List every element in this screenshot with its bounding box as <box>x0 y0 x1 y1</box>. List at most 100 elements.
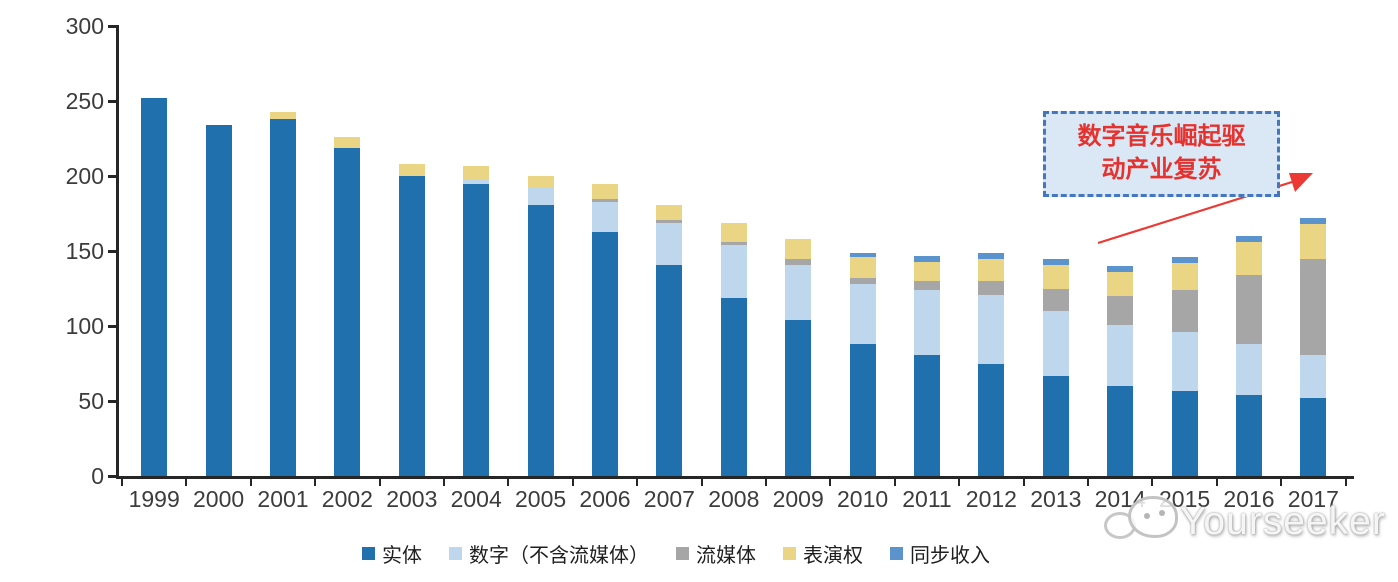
x-axis-tick-label: 2017 <box>1287 486 1339 512</box>
x-axis-tick <box>1344 479 1347 486</box>
bar-segment-数字（不含流媒体） <box>849 284 876 344</box>
y-axis-tick <box>108 475 118 478</box>
bar-segment-数字（不含流媒体） <box>785 264 812 320</box>
bar-segment-实体 <box>1171 390 1198 476</box>
bar-segment-流媒体 <box>1300 258 1327 355</box>
bubble-eye-icon <box>1159 510 1165 516</box>
x-axis-tick <box>700 479 703 486</box>
bar-segment-表演权 <box>1042 264 1069 289</box>
bar-segment-流媒体 <box>849 278 876 284</box>
bar-segment-数字（不含流媒体） <box>914 290 940 355</box>
bar-segment-实体 <box>527 204 554 476</box>
bar-2014 <box>1107 266 1134 476</box>
bar-2013 <box>1042 258 1069 476</box>
legend-swatch-icon <box>783 547 796 560</box>
x-axis-tick <box>443 479 445 486</box>
y-axis-tick <box>108 400 118 403</box>
bar-segment-表演权 <box>914 261 940 281</box>
bar-segment-同步收入 <box>1107 266 1134 272</box>
x-axis-tick <box>958 479 961 486</box>
annotation-text-line2: 动产业复苏 <box>1101 157 1222 183</box>
x-axis-tick-label: 2010 <box>837 486 889 512</box>
bar-segment-流媒体 <box>592 198 618 202</box>
watermark: Yourseeker <box>1098 490 1398 562</box>
y-axis-tick-label: 200 <box>65 163 104 189</box>
x-axis-tick-label: 2009 <box>772 486 824 512</box>
y-axis-tick-label: 150 <box>65 238 104 264</box>
bar-segment-表演权 <box>592 183 618 199</box>
bar-2006 <box>592 183 618 476</box>
bar-segment-流媒体 <box>656 219 683 223</box>
x-axis-tick <box>507 479 510 486</box>
bar-2007 <box>656 204 683 476</box>
bar-segment-同步收入 <box>849 252 876 257</box>
x-axis-tick <box>765 479 767 486</box>
bar-segment-表演权 <box>720 222 747 242</box>
bar-2004 <box>463 165 490 476</box>
bar-segment-实体 <box>1107 386 1134 476</box>
bar-segment-表演权 <box>1107 272 1134 296</box>
bar-segment-实体 <box>914 354 940 476</box>
bar-segment-表演权 <box>398 164 425 176</box>
bar-segment-同步收入 <box>1300 218 1327 224</box>
bar-2000 <box>205 125 232 476</box>
legend-label: 表演权 <box>803 545 863 567</box>
bar-2003 <box>398 164 425 476</box>
x-axis-tick-label: 2007 <box>643 486 695 512</box>
y-axis-tick <box>108 175 118 178</box>
x-axis-tick-label: 2013 <box>1030 486 1082 512</box>
y-axis-tick-label: 300 <box>65 13 104 39</box>
bar-segment-表演权 <box>270 111 296 119</box>
bar-segment-实体 <box>205 125 232 476</box>
bar-segment-数字（不含流媒体） <box>1171 332 1198 391</box>
bar-segment-流媒体 <box>1042 288 1069 311</box>
annotation-text-line1: 数字音乐崛起驱 <box>1077 124 1246 150</box>
bar-segment-表演权 <box>656 204 683 220</box>
x-axis-tick <box>636 479 639 486</box>
x-axis-tick-label: 2001 <box>257 486 309 512</box>
x-axis-tick-label: 2002 <box>321 486 373 512</box>
bar-segment-同步收入 <box>978 252 1005 259</box>
bar-segment-表演权 <box>849 257 876 278</box>
watermark-text: Yourseeker <box>1180 500 1386 543</box>
x-axis-tick-label: 2000 <box>193 486 245 512</box>
legend-swatch-icon <box>449 547 462 560</box>
bar-segment-实体 <box>849 344 876 476</box>
bar-segment-同步收入 <box>914 255 940 262</box>
bar-2011 <box>914 255 940 476</box>
bar-segment-流媒体 <box>1171 290 1198 332</box>
y-axis-tick-label: 100 <box>65 313 104 339</box>
bar-segment-数字（不含流媒体） <box>656 222 683 265</box>
x-axis-tick <box>1215 479 1218 486</box>
bar-segment-流媒体 <box>914 281 940 290</box>
bar-segment-表演权 <box>463 165 490 179</box>
bar-2016 <box>1236 236 1262 476</box>
legend-item: 表演权 <box>783 539 863 568</box>
x-axis-tick <box>1151 479 1154 486</box>
chart-legend: 实体 数字（不含流媒体） 流媒体 表演权 同步收入 <box>362 539 1017 568</box>
bar-segment-实体 <box>656 264 683 476</box>
x-axis-tick <box>185 479 188 486</box>
bar-segment-实体 <box>334 147 361 476</box>
bar-segment-数字（不含流媒体） <box>720 245 747 298</box>
legend-swatch-icon <box>676 547 689 560</box>
bar-segment-表演权 <box>785 239 812 259</box>
bar-segment-数字（不含流媒体） <box>1300 354 1327 398</box>
x-axis-tick <box>378 479 381 486</box>
bar-2012 <box>978 252 1005 476</box>
bar-segment-实体 <box>398 176 425 476</box>
bar-1999 <box>141 98 168 476</box>
legend-item: 同步收入 <box>890 539 990 568</box>
x-axis-tick-label: 2005 <box>515 486 567 512</box>
bar-segment-表演权 <box>1300 224 1327 259</box>
x-axis-tick-label: 2008 <box>708 486 760 512</box>
bar-segment-表演权 <box>1236 242 1262 275</box>
bar-2005 <box>527 176 554 476</box>
chat-bubble-big-icon <box>1128 496 1178 538</box>
bar-segment-实体 <box>463 183 490 476</box>
bar-segment-实体 <box>720 297 747 476</box>
legend-item: 实体 <box>362 539 422 568</box>
legend-swatch-icon <box>362 547 375 560</box>
bar-segment-实体 <box>141 98 168 476</box>
